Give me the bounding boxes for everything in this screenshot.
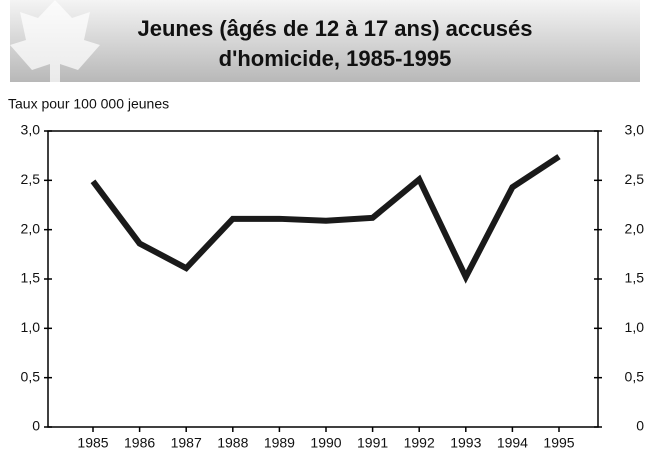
header-band (10, 0, 640, 82)
x-tick-label: 1986 (124, 435, 155, 451)
x-tick-label: 1989 (264, 435, 295, 451)
x-tick-label: 1985 (77, 435, 108, 451)
x-tick-label: 1995 (543, 435, 574, 451)
plot-frame (47, 130, 599, 428)
y-tick-label: 3,0 (21, 122, 41, 138)
y2-tick-label: 0 (636, 418, 644, 434)
x-tick-label: 1987 (171, 435, 202, 451)
y-tick-label: 0,5 (21, 368, 41, 384)
data-line (90, 154, 561, 284)
y-tick-label: 1,5 (21, 270, 41, 286)
y2-tick-label: 3,0 (625, 122, 645, 138)
y2-tick-label: 2,5 (625, 171, 645, 187)
x-tick-label: 1990 (310, 435, 341, 451)
x-tick-label: 1988 (217, 435, 248, 451)
chart-title: d'homicide, 1985-1995 (219, 46, 452, 71)
chart-title: Jeunes (âgés de 12 à 17 ans) accusés (137, 16, 532, 41)
x-tick-label: 1993 (450, 435, 481, 451)
y-tick-label: 2,0 (21, 220, 41, 236)
x-tick-label: 1992 (404, 435, 435, 451)
logo (10, 0, 100, 82)
y2-tick-label: 1,5 (625, 270, 645, 286)
y2-tick-label: 2,0 (625, 220, 645, 236)
y2-tick-label: 0,5 (625, 368, 645, 384)
y2-tick-label: 1,0 (625, 319, 645, 335)
y-tick-label: 1,0 (21, 319, 41, 335)
x-tick-label: 1994 (497, 435, 528, 451)
y-tick-label: 2,5 (21, 171, 41, 187)
x-tick-label: 1991 (357, 435, 388, 451)
y-axis-label: Taux pour 100 000 jeunes (8, 96, 169, 112)
y-tick-label: 0 (32, 418, 40, 434)
